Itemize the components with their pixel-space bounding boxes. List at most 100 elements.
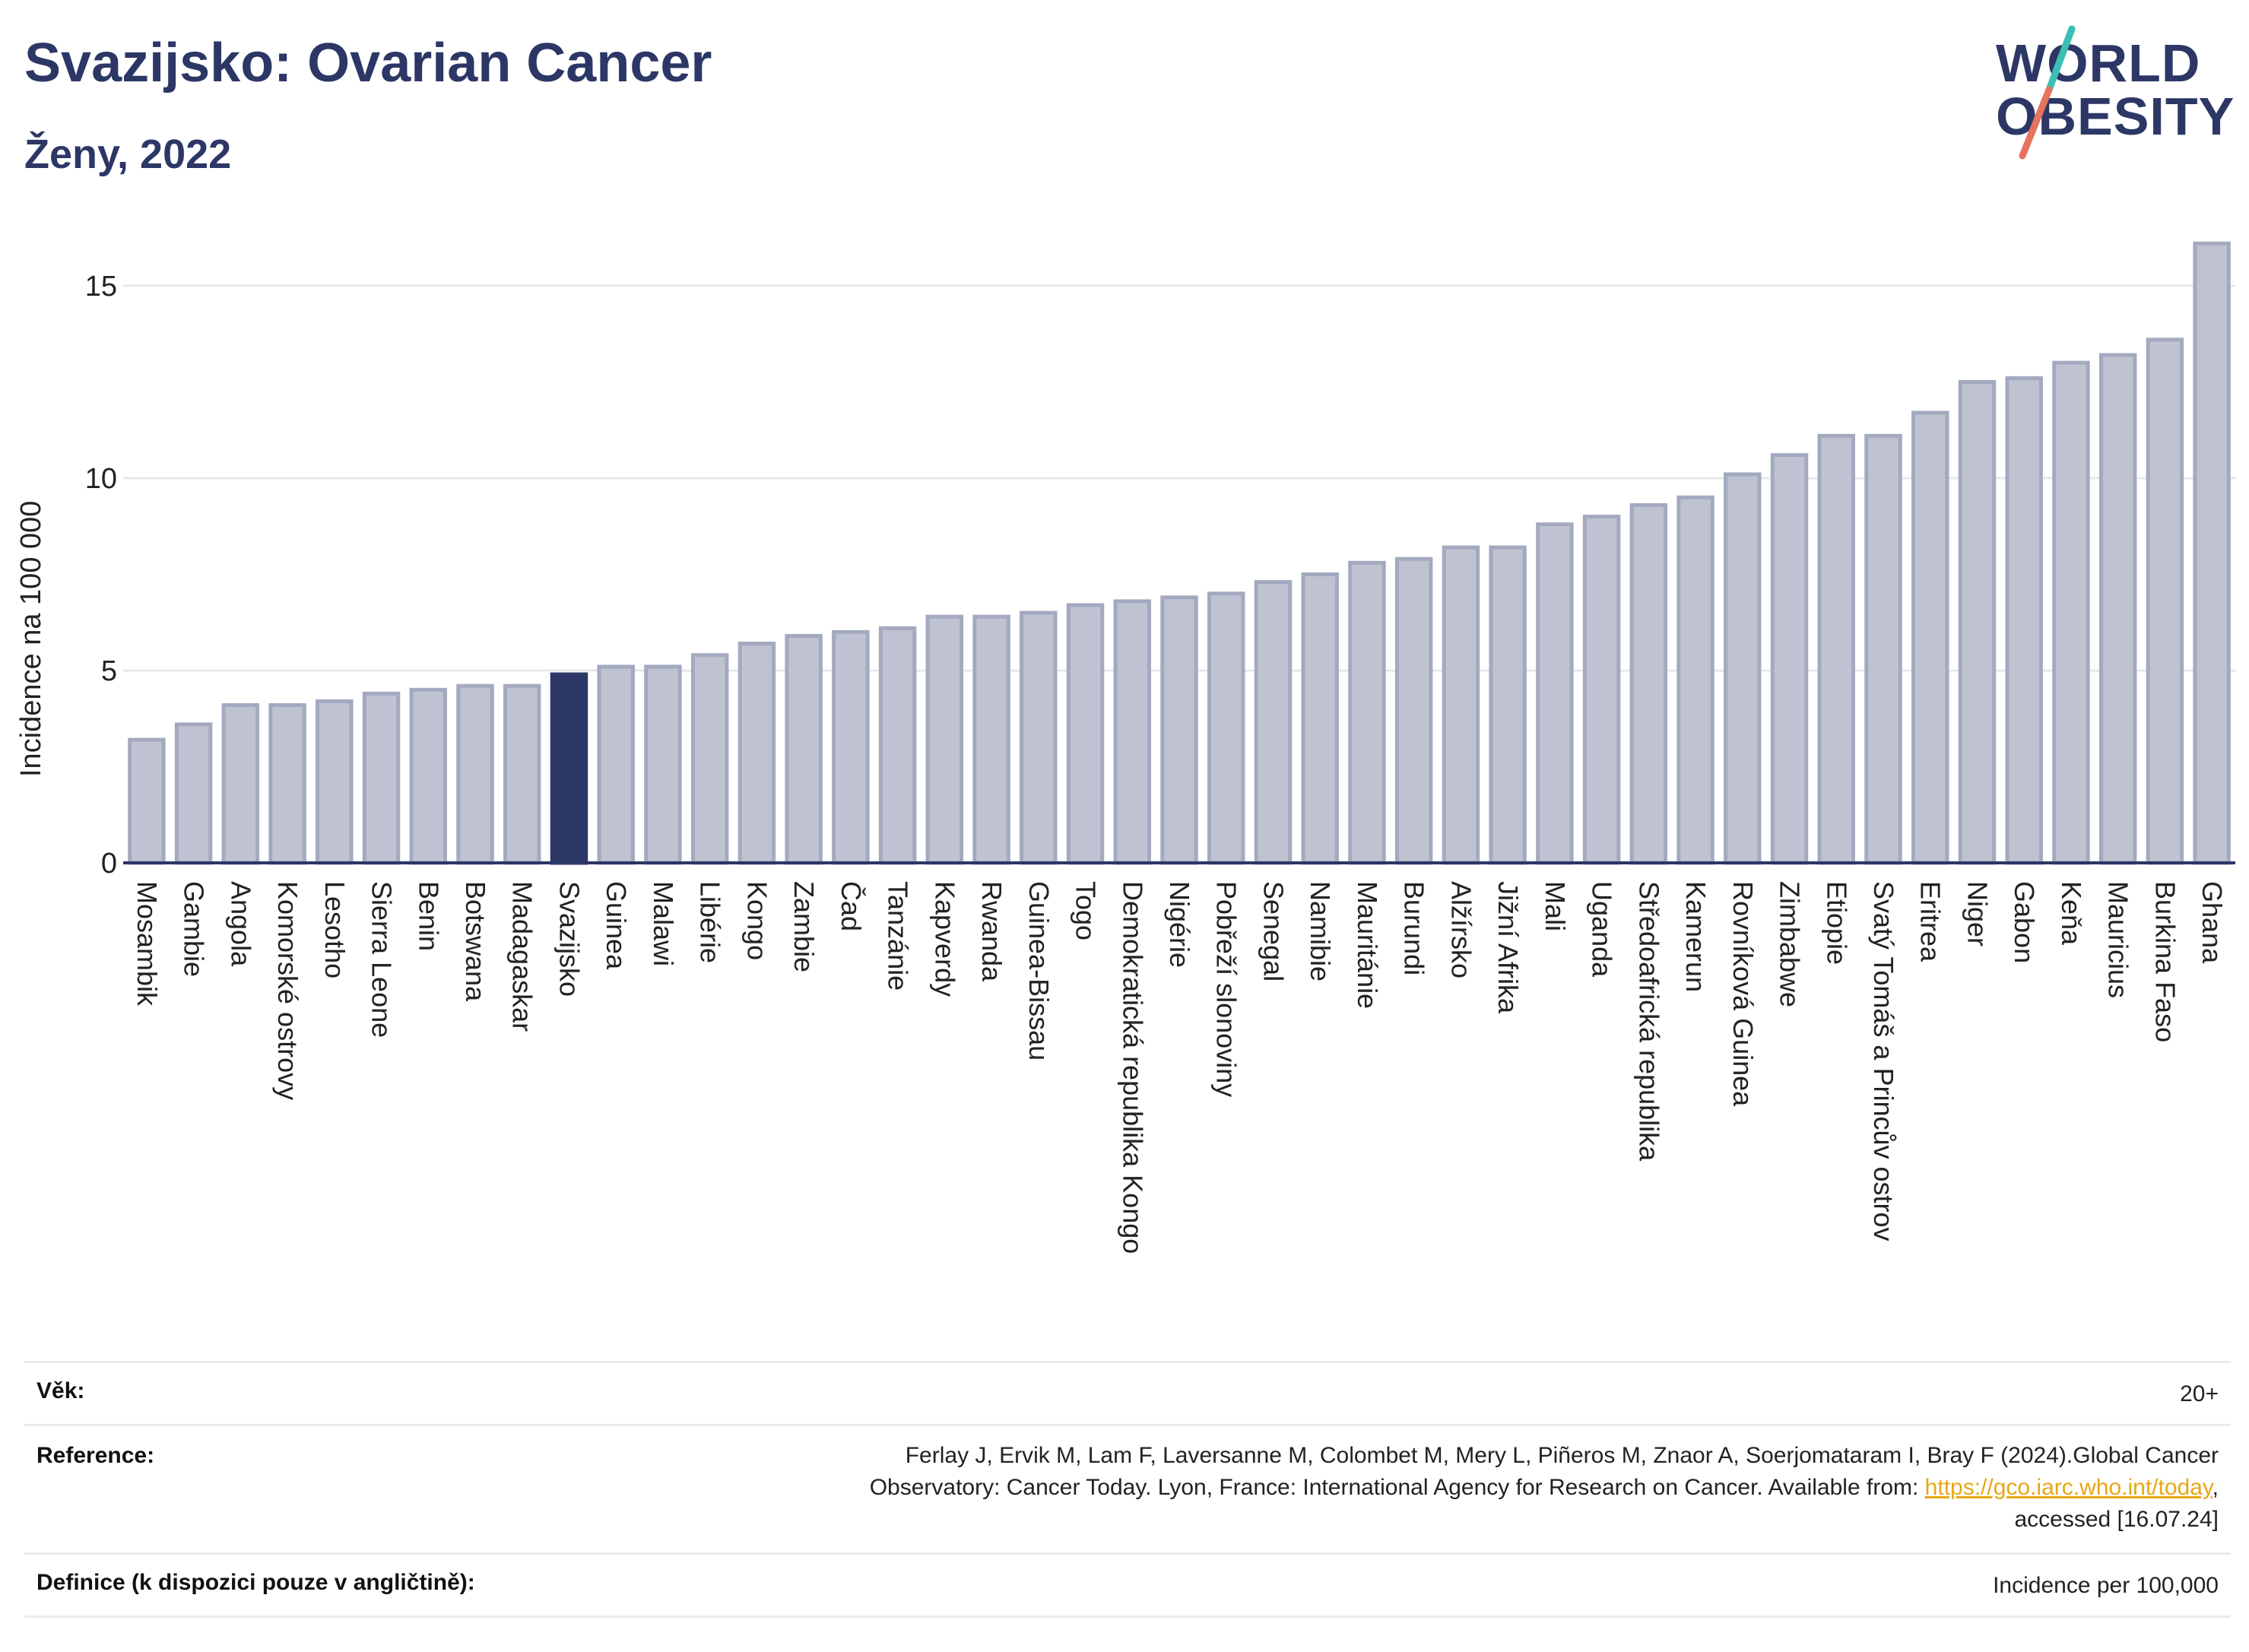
- bar: [738, 642, 776, 865]
- x-tick-label: Mauritánie: [1352, 881, 1383, 1009]
- info-table: Věk: 20+ Reference: Ferlay J, Ervik M, L…: [24, 1361, 2231, 1618]
- x-tick-label: Kapverdy: [929, 881, 960, 997]
- bar-highlight: [550, 672, 588, 865]
- bar: [1348, 560, 1386, 865]
- bar: [1536, 522, 1574, 865]
- y-tick-label: 10: [85, 463, 117, 495]
- info-row-reference: Reference: Ferlay J, Ervik M, Lam F, Lav…: [24, 1424, 2231, 1552]
- bar: [503, 683, 541, 865]
- x-tick-label: Demokratická republika Kongo: [1117, 881, 1148, 1254]
- definition-label: Definice (k dispozici pouze v angličtině…: [36, 1570, 475, 1595]
- x-tick-label: Svatý Tomáš a Princův ostrov: [1868, 881, 1899, 1241]
- x-tick-label: Uganda: [1587, 881, 1618, 978]
- page-title: Svazijsko: Ovarian Cancer: [24, 33, 712, 94]
- reference-line-3: accessed [16.07.24]: [2014, 1507, 2219, 1532]
- bar: [690, 653, 729, 865]
- x-tick-label: Madagaskar: [507, 881, 538, 1032]
- reference-line-2-suffix: ,: [2212, 1475, 2219, 1500]
- info-row-definition: Definice (k dispozici pouze v angličtině…: [24, 1552, 2231, 1618]
- bar: [1020, 610, 1058, 865]
- bar: [1817, 433, 1855, 865]
- x-tick-label: Senegal: [1258, 881, 1289, 981]
- bar: [1958, 379, 1997, 865]
- x-tick-label: Lesotho: [319, 881, 351, 978]
- bar: [362, 691, 401, 865]
- x-tick-label: Burundi: [1399, 881, 1430, 975]
- reference-line-2-text: Observatory: Cancer Today. Lyon, France:…: [869, 1475, 1925, 1500]
- bar: [1489, 545, 1527, 865]
- bar: [2098, 353, 2137, 865]
- x-tick-label: Mali: [1540, 881, 1571, 931]
- reference-link[interactable]: https://gco.iarc.who.int/today: [1924, 1475, 2213, 1500]
- bar: [644, 664, 682, 865]
- y-tick-label: 15: [85, 271, 117, 303]
- bar: [2052, 360, 2090, 865]
- x-tick-label: Etiopie: [1821, 881, 1852, 965]
- x-tick-label: Botswana: [460, 881, 491, 1002]
- x-tick-label: Rwanda: [976, 881, 1007, 982]
- bar: [597, 664, 635, 865]
- x-tick-label: Keňa: [2056, 881, 2087, 946]
- bar: [1770, 453, 1809, 865]
- age-label: Věk:: [36, 1378, 85, 1403]
- x-tick-label: Komorské ostrovy: [272, 881, 303, 1100]
- bar: [1207, 591, 1245, 865]
- bar: [1160, 595, 1198, 865]
- bar: [1113, 599, 1151, 865]
- x-tick-label: Guinea: [601, 881, 632, 970]
- bar: [832, 629, 870, 865]
- reference-line-1: Ferlay J, Ervik M, Lam F, Laversanne M, …: [905, 1443, 2219, 1468]
- bar: [128, 737, 166, 865]
- y-tick-label: 5: [101, 655, 117, 687]
- bar: [456, 683, 494, 865]
- x-tick-label: Libérie: [695, 881, 726, 963]
- bar: [1676, 495, 1715, 865]
- x-tick-label: Čad: [836, 881, 867, 931]
- reference-label: Reference:: [36, 1443, 155, 1468]
- bar: [221, 703, 260, 865]
- x-tick-label: Středoafrická republika: [1633, 881, 1664, 1162]
- age-value: 20+: [2180, 1381, 2219, 1406]
- x-tick-label: Pobřeží slonoviny: [1211, 881, 1242, 1097]
- x-tick-label: Gambie: [179, 881, 210, 977]
- x-tick-label: Niger: [1962, 881, 1993, 946]
- definition-value: Incidence per 100,000: [1993, 1573, 2219, 1598]
- bar: [925, 614, 964, 865]
- x-tick-label: Mauricius: [2103, 881, 2134, 998]
- x-tick-label: Angola: [225, 881, 256, 967]
- x-tick-label: Rovníková Guinea: [1727, 881, 1759, 1107]
- y-tick-label: 0: [101, 848, 117, 880]
- bar: [785, 633, 823, 865]
- x-tick-label: Benin: [413, 881, 444, 951]
- bar: [268, 703, 306, 865]
- bar: [1724, 472, 1762, 865]
- bar: [2146, 338, 2184, 865]
- logo-slash-icon: [2019, 25, 2076, 160]
- world-obesity-logo: WORLD OBESITY: [1984, 23, 2243, 160]
- x-tick-label: Kongo: [741, 881, 772, 960]
- x-tick-label: Gabon: [2009, 881, 2040, 963]
- reference-line-2: Observatory: Cancer Today. Lyon, France:…: [24, 1472, 2219, 1504]
- bar: [1582, 515, 1621, 865]
- bar: [409, 687, 447, 865]
- bar: [316, 699, 354, 865]
- bar: [1911, 411, 1949, 865]
- x-tick-label: Burkina Faso: [2149, 881, 2181, 1042]
- bar: [2193, 241, 2231, 865]
- bar: [1629, 503, 1668, 865]
- bar: [1301, 572, 1339, 865]
- bar: [2005, 376, 2043, 865]
- x-tick-label: Zimbabwe: [1775, 881, 1806, 1007]
- bar-chart: 0 5 10 15 Mosambik Gambie Angola Komorské ostro…: [85, 241, 2235, 1254]
- x-tick-label: Alžírsko: [1445, 881, 1477, 978]
- x-tick-label: Ghana: [2197, 881, 2228, 964]
- x-tick-label: Togo: [1071, 881, 1102, 940]
- bar: [174, 722, 213, 865]
- x-tick-label: Tanzánie: [883, 881, 914, 991]
- page-subtitle: Ženy, 2022: [24, 132, 232, 177]
- x-tick-label: Mosambik: [132, 881, 163, 1007]
- bar: [878, 626, 917, 865]
- x-tick-label: Guinea-Bissau: [1023, 881, 1055, 1061]
- bar: [1254, 580, 1293, 865]
- x-tick-label: Zambie: [788, 881, 820, 972]
